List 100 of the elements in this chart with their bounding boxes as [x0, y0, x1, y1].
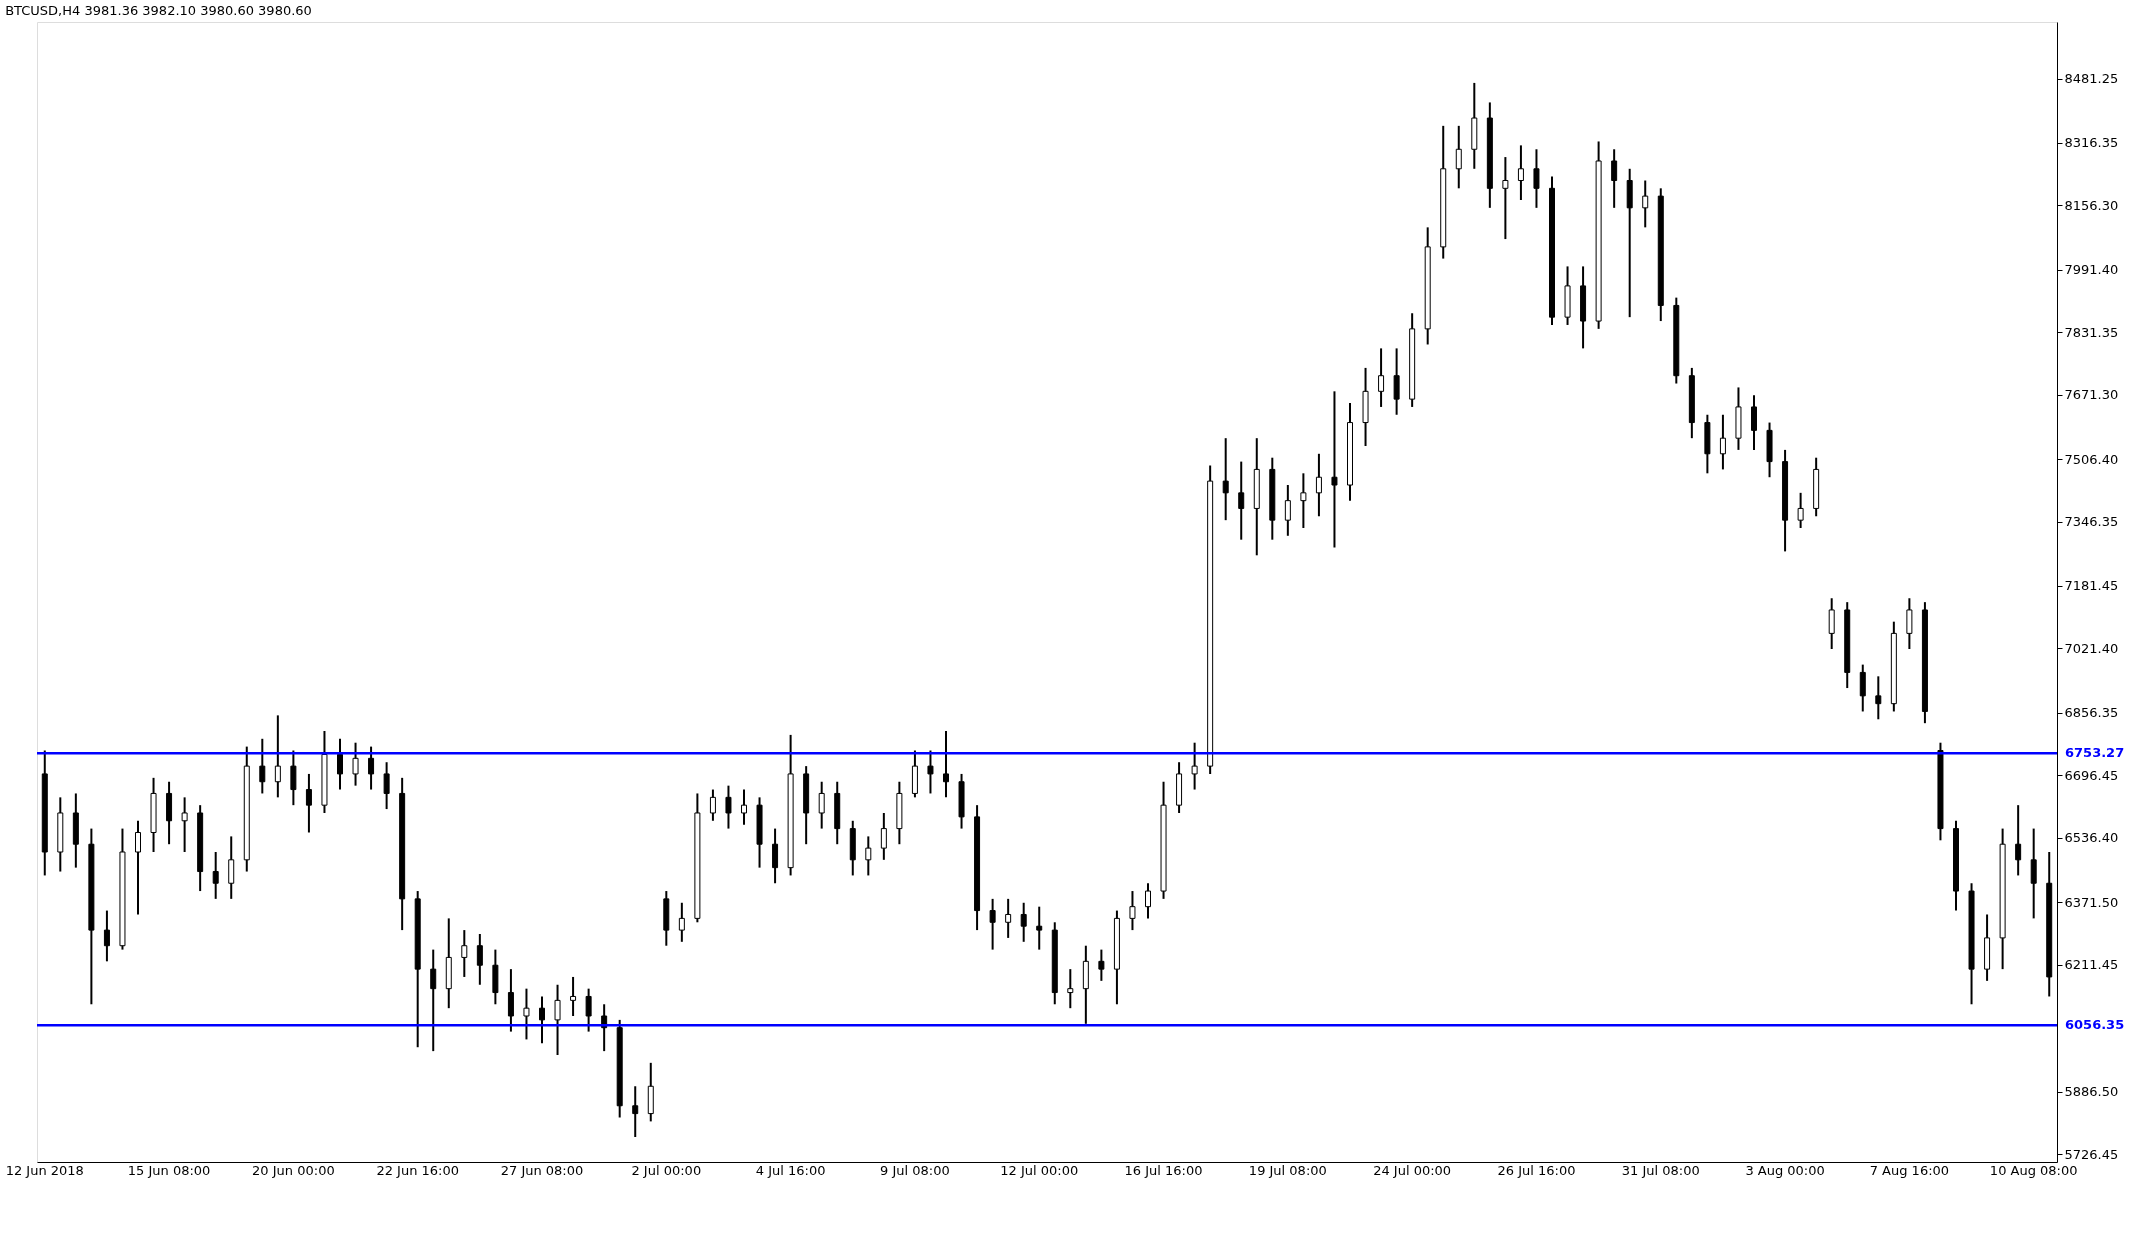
- y-tick-label: 7991.40: [2064, 262, 2119, 278]
- candlestick: [1859, 663, 1866, 713]
- candlestick: [1455, 124, 1462, 190]
- candlestick: [570, 975, 577, 1017]
- candlestick: [709, 788, 716, 822]
- y-tick-label: 7181.45: [2064, 578, 2119, 594]
- candlestick: [1020, 901, 1027, 943]
- x-tick-label: 20 Jun 00:00: [252, 1162, 335, 1178]
- candlestick: [1378, 347, 1385, 408]
- candlestick: [352, 741, 359, 787]
- candlestick: [1238, 460, 1245, 541]
- candlestick: [476, 933, 483, 986]
- y-tick-label: 6371.50: [2064, 894, 2119, 910]
- candlestick: [818, 780, 825, 830]
- candlestick: [539, 995, 545, 1045]
- x-tick-label: 19 Jul 08:00: [1248, 1162, 1327, 1178]
- candlestick: [1611, 148, 1618, 209]
- x-tick-label: 15 Jun 08:00: [127, 1162, 211, 1178]
- candlestick: [1222, 437, 1229, 522]
- x-tick-label: 16 Jul 16:00: [1124, 1162, 1203, 1178]
- candlestick: [772, 827, 779, 885]
- x-tick-label: 12 Jul 00:00: [1000, 1162, 1079, 1178]
- candlestick: [554, 983, 561, 1057]
- x-tick-label: 10 Aug 08:00: [1989, 1162, 2078, 1178]
- candlestick: [461, 929, 468, 978]
- x-tick-label: 31 Jul 08:00: [1621, 1162, 1700, 1178]
- candlestick: [741, 788, 747, 826]
- candlestick: [181, 796, 188, 854]
- candlestick: [989, 897, 996, 951]
- candlestick: [1036, 905, 1043, 951]
- candlestick: [943, 729, 949, 799]
- x-tick-label: 7 Aug 16:00: [1869, 1162, 1950, 1178]
- x-tick-label: 27 Jun 08:00: [500, 1162, 584, 1178]
- candlestick: [927, 749, 934, 795]
- candlestick: [430, 948, 437, 1053]
- candlestick: [1284, 484, 1291, 537]
- y-tick-label: 8481.25: [2064, 71, 2119, 87]
- candlestick: [1005, 897, 1012, 939]
- candlestick: [1751, 394, 1757, 451]
- candlestick: [865, 835, 872, 877]
- candlestick: [228, 835, 235, 900]
- candlestick: [1393, 347, 1400, 416]
- x-tick-label: 24 Jul 00:00: [1373, 1162, 1452, 1178]
- candlestick: [678, 901, 685, 943]
- y-tick-label: 6536.40: [2064, 830, 2119, 846]
- y-tick-label: 8316.35: [2064, 135, 2119, 151]
- x-tick-label: 9 Jul 08:00: [880, 1162, 950, 1178]
- chart-title: BTCUSD,H4 3981.36 3982.10 3980.60 3980.60: [5, 3, 312, 18]
- candlestick: [1315, 452, 1322, 518]
- y-tick-label: 8156.30: [2064, 197, 2119, 213]
- candlestick: [585, 987, 592, 1033]
- candlestick: [2015, 804, 2022, 877]
- candlestick: [1300, 472, 1307, 529]
- candlestick: [1517, 144, 1524, 202]
- y-tick-label: 5726.45: [2064, 1146, 2119, 1162]
- candlestick: [880, 811, 887, 861]
- x-tick-label: 3 Aug 00:00: [1745, 1162, 1825, 1178]
- candlestick: [1828, 597, 1835, 650]
- candlestick: [1797, 491, 1804, 529]
- candlestick: [1906, 597, 1913, 650]
- candlestick: [2030, 827, 2037, 920]
- y-tick-label: 7506.40: [2064, 451, 2119, 467]
- candlestick: [1502, 156, 1509, 241]
- x-tick-label: 22 Jun 16:00: [376, 1162, 459, 1178]
- ref-line-label: 6753.27: [2065, 745, 2125, 761]
- y-tick-label: 7021.40: [2064, 640, 2119, 656]
- x-tick-label: 2 Jul 00:00: [631, 1162, 702, 1178]
- candlestick: [507, 968, 514, 1033]
- y-tick-label: 7671.30: [2064, 387, 2119, 403]
- candlestick: [259, 737, 266, 795]
- candlestick: [368, 745, 375, 791]
- y-tick-label: 6211.45: [2064, 957, 2119, 973]
- y-tick-label: 5886.50: [2064, 1084, 2119, 1100]
- candlestick: [1875, 675, 1882, 721]
- candlestick: [632, 1085, 639, 1139]
- candlestick: [1331, 390, 1338, 549]
- y-tick-label: 7831.35: [2064, 324, 2119, 340]
- y-tick-label: 6696.45: [2064, 767, 2119, 783]
- candlestick: [1191, 741, 1198, 791]
- ref-line-label: 6056.35: [2065, 1017, 2125, 1033]
- candlestick: [274, 714, 281, 799]
- candlestick: [135, 819, 141, 916]
- candlestick: [337, 737, 343, 791]
- x-tick-label: 4 Jul 16:00: [755, 1162, 826, 1178]
- x-tick-label: 26 Jul 16:00: [1497, 1162, 1576, 1178]
- candlestick: [1719, 413, 1726, 471]
- candlestick: [103, 909, 110, 963]
- candlestick: [305, 772, 312, 834]
- x-tick-label: 12 Jun 2018: [5, 1162, 84, 1178]
- candlestick: [523, 987, 530, 1041]
- candlestick: [1067, 968, 1074, 1010]
- candlestick: [1098, 948, 1105, 982]
- y-tick-label: 6856.35: [2064, 705, 2119, 721]
- candlestick: [290, 749, 297, 807]
- candlestick: [725, 784, 732, 830]
- candlestick: [1129, 890, 1136, 932]
- candlestick: [383, 761, 390, 811]
- y-tick-label: 7346.35: [2064, 514, 2119, 530]
- candlestick: [1642, 179, 1649, 229]
- candlestick: [1145, 882, 1151, 920]
